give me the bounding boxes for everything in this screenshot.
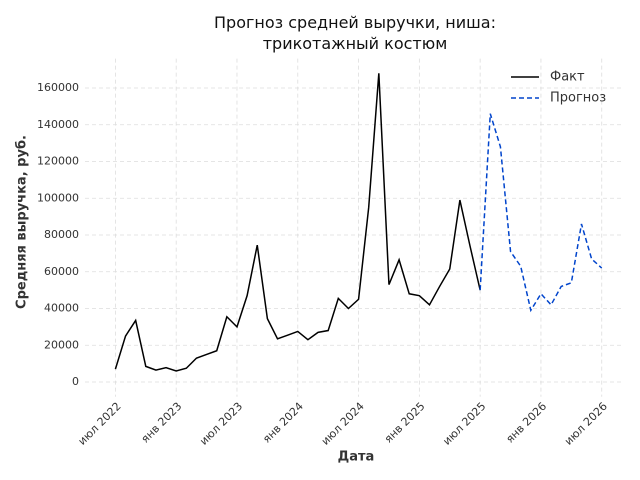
y-axis-label: Средняя выручка, руб. [15, 135, 30, 309]
series-line [479, 113, 603, 313]
x-tick-label: июл 2024 [319, 400, 367, 448]
x-axis-label: Дата [338, 450, 375, 465]
x-tick-label: июл 2026 [562, 400, 610, 448]
x-tick-label: янв 2026 [503, 400, 549, 446]
y-tick-label: 140000 [37, 118, 79, 131]
x-tick-label: янв 2023 [139, 400, 185, 446]
legend-label: Факт [550, 70, 585, 85]
x-tick-label: июл 2023 [197, 400, 245, 448]
x-tick-label: июл 2025 [440, 400, 488, 448]
y-tick-label: 120000 [37, 155, 79, 168]
y-tick-label: 0 [72, 375, 79, 388]
y-tick-label: 60000 [44, 265, 79, 278]
y-tick-label: 20000 [44, 338, 79, 351]
y-tick-label: 40000 [44, 302, 79, 315]
y-tick-label: 160000 [37, 81, 79, 94]
chart-title: Прогноз средней выручки, ниша: трикотажн… [214, 13, 496, 53]
series-line [114, 73, 481, 372]
y-tick-label: 80000 [44, 228, 79, 241]
x-tick-label: янв 2024 [260, 400, 306, 446]
y-tick-label: 100000 [37, 191, 79, 204]
x-tick-label: июл 2022 [76, 400, 124, 448]
legend-label: Прогноз [550, 91, 606, 106]
x-tick-label: янв 2025 [382, 400, 428, 446]
